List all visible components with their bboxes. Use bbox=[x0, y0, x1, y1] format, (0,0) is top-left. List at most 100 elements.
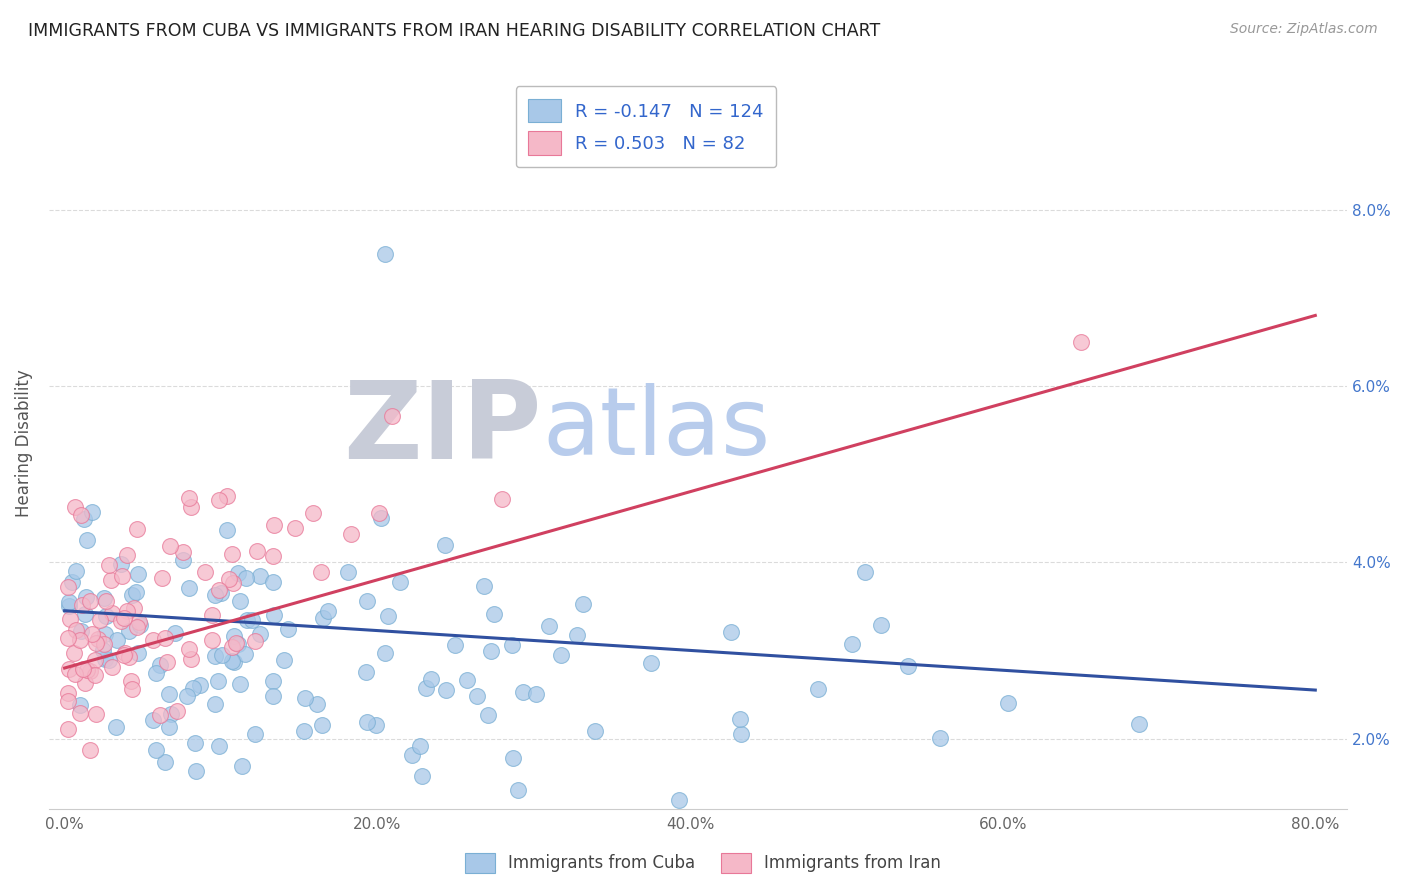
Point bbox=[312, 611, 335, 625]
Point bbox=[156, 655, 179, 669]
Point bbox=[309, 565, 332, 579]
Point bbox=[188, 678, 211, 692]
Point bbox=[118, 624, 141, 639]
Point bbox=[83, 653, 105, 667]
Point bbox=[91, 643, 114, 657]
Point bbox=[572, 597, 595, 611]
Point bbox=[72, 662, 94, 676]
Point bbox=[121, 588, 143, 602]
Point bbox=[730, 727, 752, 741]
Point bbox=[145, 743, 167, 757]
Point bbox=[204, 698, 226, 712]
Point bbox=[84, 706, 107, 721]
Point bbox=[142, 632, 165, 647]
Point bbox=[114, 648, 136, 662]
Point bbox=[69, 698, 91, 712]
Point bbox=[585, 723, 607, 738]
Point bbox=[94, 594, 117, 608]
Point bbox=[65, 667, 87, 681]
Point bbox=[208, 493, 231, 508]
Point bbox=[110, 614, 132, 628]
Point bbox=[640, 656, 662, 670]
Point bbox=[159, 539, 181, 553]
Point bbox=[172, 553, 194, 567]
Point bbox=[374, 646, 396, 660]
Point bbox=[73, 511, 96, 525]
Point bbox=[491, 491, 513, 506]
Point bbox=[150, 571, 173, 585]
Point bbox=[262, 674, 284, 689]
Point bbox=[104, 720, 127, 734]
Point bbox=[263, 517, 285, 532]
Point bbox=[870, 618, 893, 632]
Point bbox=[897, 659, 920, 673]
Point bbox=[110, 558, 132, 572]
Point bbox=[277, 622, 299, 636]
Point bbox=[120, 674, 142, 689]
Point bbox=[374, 246, 396, 260]
Point bbox=[225, 636, 247, 650]
Point bbox=[479, 644, 502, 658]
Point bbox=[201, 608, 224, 623]
Point bbox=[240, 613, 263, 627]
Point bbox=[364, 718, 387, 732]
Point bbox=[388, 574, 411, 589]
Point bbox=[841, 637, 863, 651]
Point bbox=[444, 638, 467, 652]
Point bbox=[409, 739, 432, 753]
Point bbox=[58, 595, 80, 609]
Point bbox=[228, 566, 250, 580]
Point bbox=[75, 590, 97, 604]
Point bbox=[118, 650, 141, 665]
Point bbox=[301, 506, 323, 520]
Point bbox=[307, 697, 329, 711]
Point bbox=[377, 609, 399, 624]
Point bbox=[70, 508, 93, 522]
Point bbox=[60, 574, 83, 589]
Point bbox=[853, 565, 876, 579]
Point bbox=[316, 604, 339, 618]
Point bbox=[728, 712, 751, 726]
Point bbox=[93, 591, 115, 606]
Point bbox=[128, 615, 150, 629]
Point bbox=[340, 527, 363, 541]
Legend: R = -0.147   N = 124, R = 0.503   N = 82: R = -0.147 N = 124, R = 0.503 N = 82 bbox=[516, 87, 776, 167]
Point bbox=[997, 696, 1019, 710]
Point bbox=[94, 608, 117, 623]
Point bbox=[142, 713, 165, 727]
Point bbox=[208, 583, 231, 598]
Point bbox=[472, 579, 495, 593]
Point bbox=[172, 544, 194, 558]
Point bbox=[273, 653, 295, 667]
Point bbox=[163, 625, 186, 640]
Legend: Immigrants from Cuba, Immigrants from Iran: Immigrants from Cuba, Immigrants from Ir… bbox=[458, 847, 948, 880]
Point bbox=[222, 629, 245, 643]
Point bbox=[217, 489, 239, 503]
Text: atlas: atlas bbox=[543, 383, 770, 475]
Point bbox=[58, 599, 80, 613]
Point bbox=[221, 640, 243, 655]
Point bbox=[221, 654, 243, 668]
Point bbox=[180, 651, 202, 665]
Point bbox=[208, 739, 231, 753]
Point bbox=[115, 548, 138, 562]
Point bbox=[69, 624, 91, 639]
Point bbox=[263, 608, 285, 623]
Point bbox=[465, 689, 488, 703]
Point bbox=[97, 558, 120, 573]
Point bbox=[294, 691, 316, 706]
Point bbox=[115, 604, 138, 618]
Point bbox=[153, 755, 176, 769]
Point bbox=[59, 612, 82, 626]
Point bbox=[501, 638, 523, 652]
Point bbox=[129, 618, 152, 632]
Point bbox=[184, 736, 207, 750]
Point bbox=[84, 636, 107, 650]
Point bbox=[83, 668, 105, 682]
Point bbox=[157, 720, 180, 734]
Point bbox=[89, 613, 111, 627]
Point bbox=[69, 706, 91, 720]
Point bbox=[434, 683, 457, 698]
Point bbox=[228, 677, 250, 691]
Point bbox=[177, 491, 200, 506]
